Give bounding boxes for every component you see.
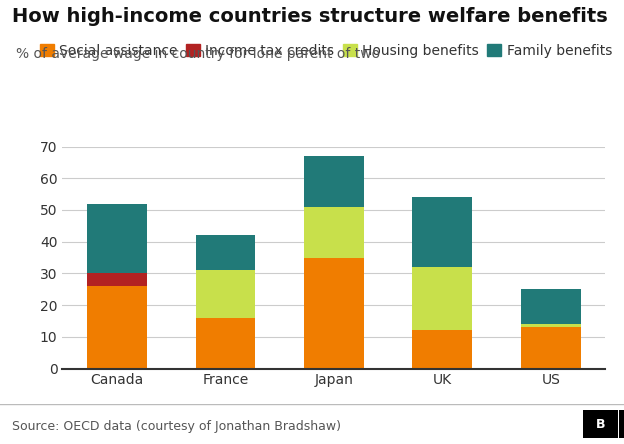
FancyBboxPatch shape xyxy=(583,410,618,438)
Bar xyxy=(304,156,364,207)
Text: % of average wage in country for lone parent of two: % of average wage in country for lone pa… xyxy=(16,47,380,61)
Bar xyxy=(195,235,255,270)
Bar xyxy=(195,270,255,318)
Bar xyxy=(304,258,364,369)
Bar xyxy=(412,267,472,330)
Text: Source: OECD data (courtesy of Jonathan Bradshaw): Source: OECD data (courtesy of Jonathan … xyxy=(12,420,341,432)
Bar xyxy=(521,327,580,369)
Bar xyxy=(412,330,472,369)
Bar xyxy=(412,197,472,267)
Bar xyxy=(87,204,147,274)
Bar xyxy=(521,289,580,324)
Bar xyxy=(87,274,147,286)
Text: B: B xyxy=(596,417,605,431)
Bar xyxy=(304,207,364,258)
Bar xyxy=(521,324,580,327)
FancyBboxPatch shape xyxy=(619,410,624,438)
Legend: Social assistance, Income tax credits, Housing benefits, Family benefits: Social assistance, Income tax credits, H… xyxy=(34,38,618,63)
Bar xyxy=(87,286,147,369)
Text: How high-income countries structure welfare benefits: How high-income countries structure welf… xyxy=(12,7,608,26)
Bar xyxy=(195,318,255,369)
